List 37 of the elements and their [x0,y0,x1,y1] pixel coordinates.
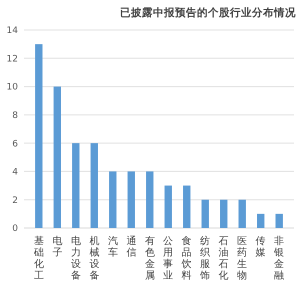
x-tick-label: 机械设备 [89,235,100,282]
bar [146,171,154,228]
y-tick-label: 8 [12,111,18,122]
y-tick-label: 4 [12,168,18,178]
chart-title: 已披露中报预告的个股行业分布情况 [120,6,297,19]
y-tick-label: 6 [12,139,18,150]
x-tick-label: 食品饮料 [180,235,192,282]
y-tick-label: 0 [12,224,18,234]
x-tick-label: 石油石化 [218,236,229,282]
bar [220,200,228,228]
x-tick-label: 电力设备 [70,235,81,282]
bar [183,186,190,228]
y-tick-label: 14 [6,26,18,36]
y-tick-label: 2 [12,196,18,206]
x-tick-label: 纺织服饰 [199,235,210,282]
x-tick-label: 传媒 [256,236,266,258]
bar [276,214,283,228]
bar [238,200,246,228]
bar [109,171,116,228]
x-tick-label: 公用事业 [163,235,174,282]
x-tick-label: 基础化工 [32,235,44,282]
x-tick-label: 汽车 [108,235,118,258]
x-tick-label: 非银金融 [273,235,284,282]
bar [54,86,61,228]
bar [202,200,209,228]
bar [257,214,264,228]
y-tick-label: 12 [6,54,18,64]
bar [90,143,98,228]
bar [72,143,80,228]
x-tick-label: 电子 [52,235,62,258]
bar [128,171,135,228]
bar [35,44,42,228]
bar [164,186,172,228]
x-tick-label: 有色金属 [144,235,155,282]
x-tick-label: 医药生物 [237,236,248,282]
y-tick-label: 10 [6,82,18,93]
x-tick-label: 通信 [126,235,136,258]
